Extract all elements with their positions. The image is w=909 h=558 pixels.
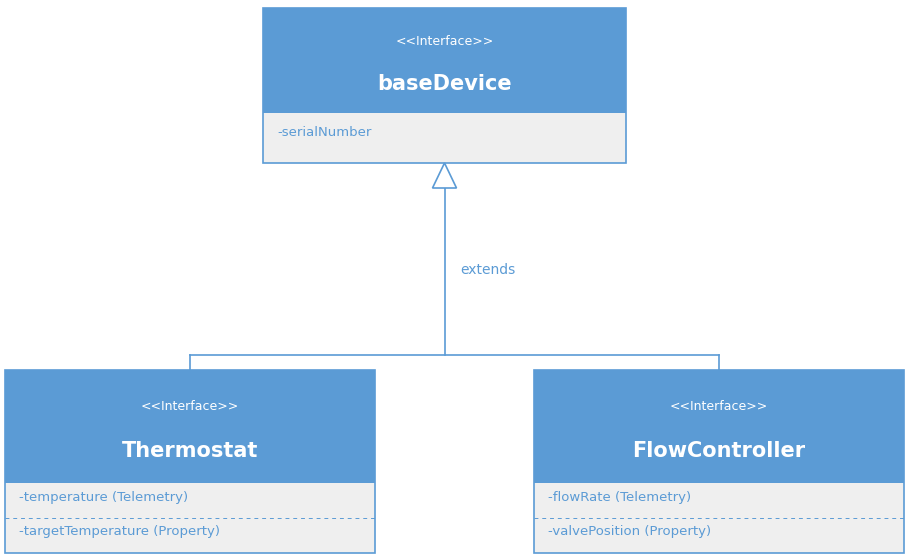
Bar xyxy=(5,370,375,553)
Text: -temperature (Telemetry): -temperature (Telemetry) xyxy=(19,490,188,503)
Bar xyxy=(5,370,375,483)
Text: baseDevice: baseDevice xyxy=(377,74,512,94)
Text: <<Interface>>: <<Interface>> xyxy=(141,400,239,413)
Text: -targetTemperature (Property): -targetTemperature (Property) xyxy=(19,526,220,538)
Text: Thermostat: Thermostat xyxy=(122,441,258,461)
Bar xyxy=(263,8,626,163)
Polygon shape xyxy=(433,163,456,188)
Bar xyxy=(263,113,626,163)
Text: -valvePosition (Property): -valvePosition (Property) xyxy=(548,526,711,538)
Bar xyxy=(263,8,626,113)
Bar xyxy=(534,370,904,483)
Text: <<Interface>>: <<Interface>> xyxy=(395,35,494,48)
Bar xyxy=(5,483,375,553)
Bar xyxy=(534,483,904,553)
Bar xyxy=(534,370,904,553)
Text: -serialNumber: -serialNumber xyxy=(277,127,372,140)
Text: -flowRate (Telemetry): -flowRate (Telemetry) xyxy=(548,490,691,503)
Text: FlowController: FlowController xyxy=(633,441,805,461)
Text: extends: extends xyxy=(460,263,515,277)
Text: <<Interface>>: <<Interface>> xyxy=(670,400,768,413)
